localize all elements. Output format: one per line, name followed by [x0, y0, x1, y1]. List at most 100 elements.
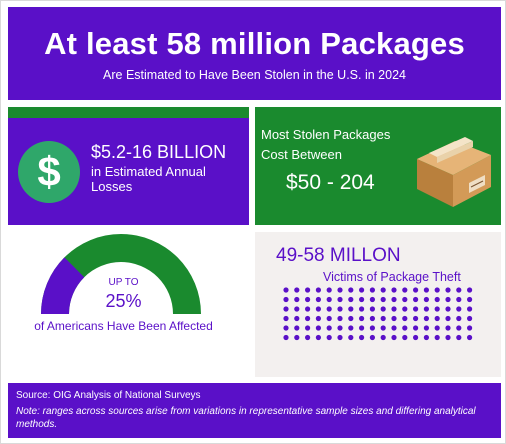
victim-dot	[413, 325, 419, 331]
victim-dot	[337, 325, 343, 331]
victim-dot	[337, 296, 343, 303]
victim-dot	[456, 296, 462, 303]
accent-strip-right	[255, 107, 501, 118]
victim-dot	[423, 315, 429, 322]
victim-dot	[402, 306, 408, 312]
victim-dot	[434, 315, 440, 322]
victim-dot	[315, 306, 321, 312]
victim-dot	[434, 296, 440, 303]
victim-dot	[337, 315, 343, 322]
victim-dot	[423, 306, 429, 312]
victim-dot	[445, 296, 451, 303]
victim-dot	[391, 315, 397, 322]
victim-dot	[391, 306, 397, 312]
victim-dot	[359, 315, 365, 322]
victim-dot	[380, 325, 386, 331]
victims-dot-grid	[283, 287, 473, 341]
victim-dot	[294, 287, 300, 293]
victim-dot	[402, 325, 408, 331]
victim-dot	[391, 334, 397, 341]
footer-banner: Source: OIG Analysis of National Surveys…	[8, 383, 501, 438]
dollar-sign-icon: $	[37, 148, 61, 195]
victim-dot	[445, 334, 451, 341]
victim-dot	[369, 306, 375, 312]
victim-dot	[391, 325, 397, 331]
affected-upto: UP TO	[108, 277, 139, 288]
victim-dot	[348, 325, 354, 331]
victim-dot	[326, 306, 332, 312]
stolen-caption-line2: Cost Between	[261, 147, 342, 162]
victim-dot	[423, 287, 429, 293]
victim-dot	[369, 287, 375, 293]
victim-dot	[434, 287, 440, 293]
victim-dot	[445, 287, 451, 293]
victim-dot	[305, 306, 311, 312]
victim-dot	[283, 325, 289, 331]
victim-dot	[326, 296, 332, 303]
victim-dot	[283, 334, 289, 341]
victim-dot	[445, 306, 451, 312]
victim-dot	[380, 306, 386, 312]
victim-dot	[348, 296, 354, 303]
victim-dot	[337, 287, 343, 293]
victim-dot	[456, 287, 462, 293]
victim-dot	[305, 296, 311, 303]
victim-dot	[359, 325, 365, 331]
victims-caption: Victims of Package Theft	[323, 270, 461, 284]
stolen-price-range: $50 - 204	[286, 171, 375, 194]
victim-dot	[348, 306, 354, 312]
victim-dot	[434, 325, 440, 331]
victim-dot	[391, 287, 397, 293]
victim-dot	[467, 334, 473, 341]
victim-dot	[294, 334, 300, 341]
victim-dot	[359, 287, 365, 293]
accent-strip-left	[8, 107, 249, 118]
victim-dot	[315, 296, 321, 303]
victim-dot	[315, 315, 321, 322]
victim-dot	[391, 296, 397, 303]
victim-dot	[348, 315, 354, 322]
victim-dot	[294, 325, 300, 331]
victim-dot	[380, 334, 386, 341]
victim-dot	[402, 296, 408, 303]
victim-dot	[326, 325, 332, 331]
victim-dot	[423, 296, 429, 303]
victim-dot	[283, 315, 289, 322]
losses-panel: $ $5.2-16 BILLION in Estimated Annual Lo…	[8, 118, 249, 225]
victim-dot	[359, 334, 365, 341]
victim-dot	[467, 315, 473, 322]
victim-dot	[402, 287, 408, 293]
victim-dot	[348, 287, 354, 293]
victims-panel: 49-58 MILLON Victims of Package Theft	[255, 232, 501, 377]
victim-dot	[359, 296, 365, 303]
victim-dot	[369, 334, 375, 341]
cardboard-box-icon	[417, 137, 491, 207]
victim-dot	[413, 296, 419, 303]
victim-dot	[359, 306, 365, 312]
victim-dot	[456, 306, 462, 312]
victim-dot	[456, 334, 462, 341]
victim-dot	[369, 315, 375, 322]
affected-percent: 25%	[105, 291, 142, 311]
victim-dot	[294, 296, 300, 303]
victim-dot	[467, 306, 473, 312]
victim-dot	[402, 315, 408, 322]
footer-note: Note: ranges across sources arise from v…	[16, 406, 476, 430]
victim-dot	[326, 315, 332, 322]
victim-dot	[369, 325, 375, 331]
victim-dot	[445, 315, 451, 322]
victim-dot	[326, 287, 332, 293]
victim-dot	[434, 334, 440, 341]
victim-dot	[456, 315, 462, 322]
victim-dot	[413, 315, 419, 322]
dollar-coin-icon: $	[18, 141, 80, 203]
page-title: At least 58 million Packages	[44, 26, 465, 61]
affected-caption: of Americans Have Been Affected	[34, 319, 213, 333]
victim-dot	[337, 306, 343, 312]
victim-dot	[413, 334, 419, 341]
victim-dot	[305, 325, 311, 331]
victim-dot	[326, 334, 332, 341]
page-subtitle: Are Estimated to Have Been Stolen in the…	[103, 68, 406, 82]
victim-dot	[283, 306, 289, 312]
stolen-caption-line1: Most Stolen Packages	[261, 127, 391, 142]
